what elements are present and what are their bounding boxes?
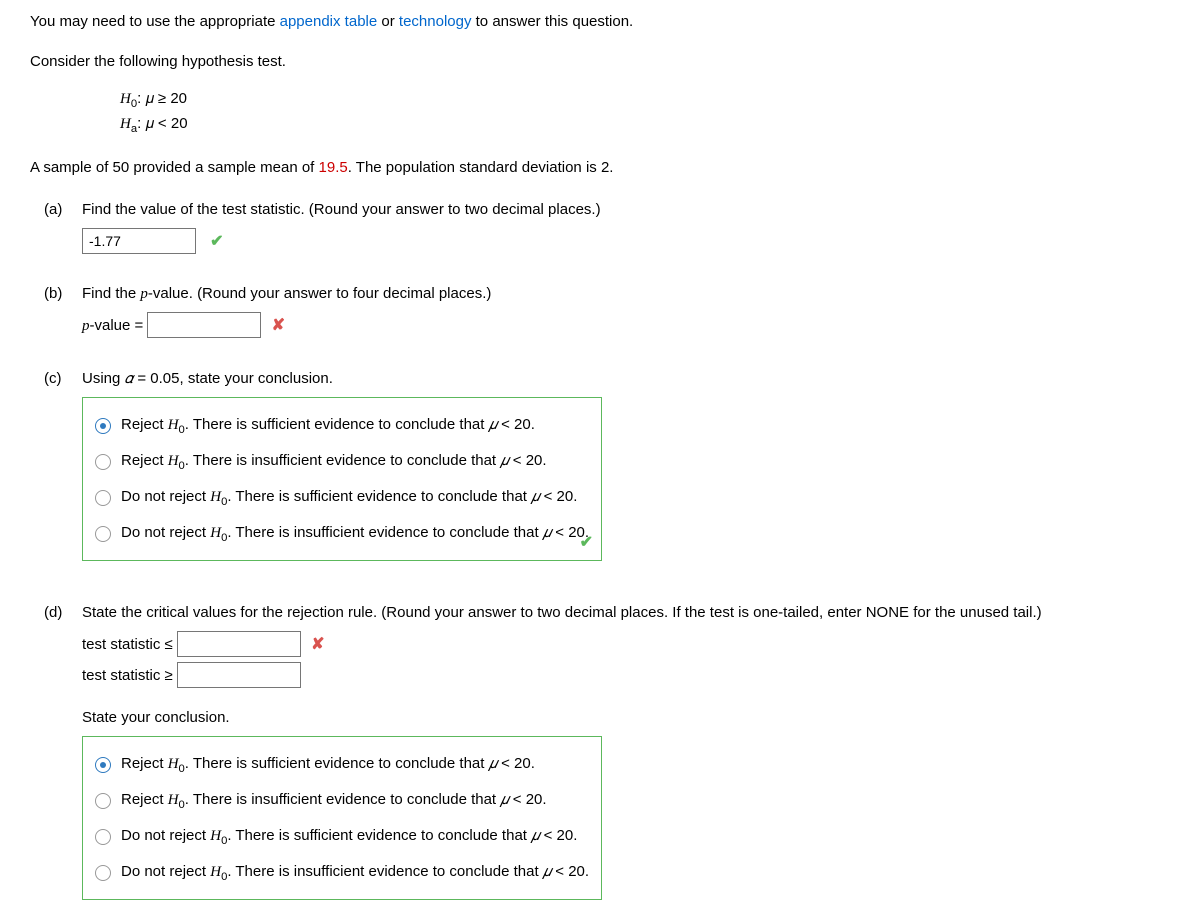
choice-text: Do not reject H0. There is sufficient ev… [121, 485, 577, 511]
part-c-pre: Using [82, 370, 125, 387]
consider-line: Consider the following hypothesis test. [30, 50, 1170, 74]
part-d-choices: Reject H0. There is sufficient evidence … [82, 736, 602, 900]
part-b-label: (b) [30, 282, 82, 339]
radio-icon [95, 865, 111, 881]
hypothesis-h0: H0: 𝜇 ≥ 20 [120, 88, 1170, 113]
radio-icon [95, 418, 111, 434]
sample-mean: 19.5 [319, 159, 348, 176]
sample-pre: A sample of 50 provided a sample mean of [30, 159, 319, 176]
technology-link[interactable]: technology [399, 13, 472, 30]
radio-choice[interactable]: Do not reject H0. There is insufficient … [91, 516, 593, 552]
cross-icon: ✘ [272, 317, 285, 334]
ha-rest: : 𝜇 < 20 [137, 115, 187, 132]
radio-choice[interactable]: Reject H0. There is sufficient evidence … [91, 747, 593, 783]
intro-pre: You may need to use the appropriate [30, 13, 280, 30]
part-b-input[interactable] [147, 312, 261, 338]
intro-line: You may need to use the appropriate appe… [30, 10, 1170, 34]
part-b-pre: Find the [82, 285, 140, 302]
radio-choice[interactable]: Reject H0. There is sufficient evidence … [91, 408, 593, 444]
radio-icon [95, 793, 111, 809]
radio-choice[interactable]: Do not reject H0. There is sufficient ev… [91, 819, 593, 855]
part-b-text: Find the p-value. (Round your answer to … [82, 282, 1170, 306]
part-a-input[interactable] [82, 228, 196, 254]
part-c-choices: Reject H0. There is sufficient evidence … [82, 397, 602, 561]
part-a-label: (a) [30, 198, 82, 255]
radio-choice[interactable]: Reject H0. There is insufficient evidenc… [91, 444, 593, 480]
part-b-post: -value. (Round your answer to four decim… [148, 285, 492, 302]
check-icon: ✔ [210, 233, 223, 250]
choice-text: Reject H0. There is insufficient evidenc… [121, 788, 547, 814]
radio-icon [95, 526, 111, 542]
radio-icon [95, 829, 111, 845]
cross-icon: ✘ [311, 636, 324, 653]
part-d-label: (d) [30, 601, 82, 900]
choice-text: Reject H0. There is insufficient evidenc… [121, 449, 547, 475]
check-icon: ✔ [580, 530, 593, 556]
test-stat-le-label: test statistic ≤ [82, 636, 173, 653]
part-d-text: State the critical values for the reject… [82, 601, 1170, 625]
sample-post: . The population standard deviation is 2… [348, 159, 614, 176]
test-stat-ge-label: test statistic ≥ [82, 667, 173, 684]
sample-line: A sample of 50 provided a sample mean of… [30, 156, 1170, 180]
part-c-post: = 0.05, state your conclusion. [133, 370, 333, 387]
intro-mid: or [377, 13, 399, 30]
radio-icon [95, 490, 111, 506]
part-d-conclusion-label: State your conclusion. [82, 706, 1170, 730]
pvalue-p: p [82, 318, 90, 334]
radio-icon [95, 757, 111, 773]
h0-symbol: H [120, 91, 131, 107]
choice-text: Reject H0. There is sufficient evidence … [121, 752, 535, 778]
appendix-link[interactable]: appendix table [280, 13, 378, 30]
choice-text: Reject H0. There is sufficient evidence … [121, 413, 535, 439]
radio-choice[interactable]: Do not reject H0. There is insufficient … [91, 855, 593, 891]
radio-icon [95, 454, 111, 470]
h0-rest: : 𝜇 ≥ 20 [137, 90, 187, 107]
intro-post: to answer this question. [471, 13, 633, 30]
radio-choice[interactable]: Do not reject H0. There is sufficient ev… [91, 480, 593, 516]
pvalue-eq: -value = [90, 317, 148, 334]
part-c-text: Using 𝛼 = 0.05, state your conclusion. [82, 367, 1170, 391]
choice-text: Do not reject H0. There is sufficient ev… [121, 824, 577, 850]
part-b-p: p [140, 286, 148, 302]
test-stat-le-input[interactable] [177, 631, 301, 657]
choice-text: Do not reject H0. There is insufficient … [121, 521, 589, 547]
part-c-label: (c) [30, 367, 82, 561]
choice-text: Do not reject H0. There is insufficient … [121, 860, 589, 886]
radio-choice[interactable]: Reject H0. There is insufficient evidenc… [91, 783, 593, 819]
ha-symbol: H [120, 116, 131, 132]
part-a-text: Find the value of the test statistic. (R… [82, 198, 1170, 222]
alpha-symbol: 𝛼 [125, 371, 134, 387]
test-stat-ge-input[interactable] [177, 662, 301, 688]
hypothesis-ha: Ha: 𝜇 < 20 [120, 113, 1170, 138]
